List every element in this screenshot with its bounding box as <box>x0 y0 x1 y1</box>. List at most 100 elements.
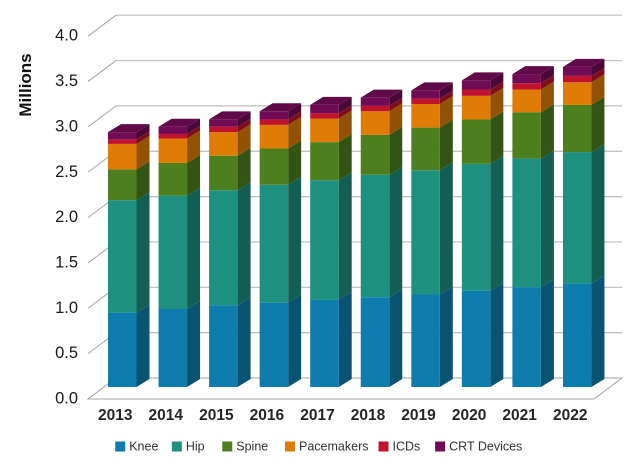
x-axis-label-2021: 2021 <box>502 407 537 424</box>
y-tick-label-3.0: 3.0 <box>55 117 78 135</box>
bar-2014-segment-knee <box>158 308 188 387</box>
bar-2020-segment-knee <box>461 290 491 387</box>
bar-2018-top-face <box>360 89 403 98</box>
x-axis-label-2016: 2016 <box>250 407 285 424</box>
bar-2016-side-crt-devices <box>288 103 302 120</box>
bar-2014-segment-pacemakers <box>158 138 188 163</box>
bar-2014-segment-icds <box>158 133 188 139</box>
x-axis-label-2018: 2018 <box>351 407 386 424</box>
bar-2014-side-icds <box>187 125 201 139</box>
bar-2015-side-knee <box>237 297 251 387</box>
y-tick-connector-4.0 <box>87 14 117 37</box>
bar-2021-segment-hip <box>512 158 541 288</box>
bar-2019-segment-crt-devices <box>411 90 440 99</box>
bar-2016-segment-icds <box>259 119 289 125</box>
bar-2013-segment-pacemakers <box>108 143 137 170</box>
bar-2014 <box>158 118 201 387</box>
bar-2019-segment-hip <box>411 170 440 295</box>
bar-2019-segment-pacemakers <box>411 104 440 128</box>
bar-2017-segment-spine <box>310 142 339 181</box>
x-axis-label-2022: 2022 <box>553 407 587 424</box>
bar-2013-segment-hip <box>108 200 137 313</box>
bar-2017-segment-pacemakers <box>310 118 339 143</box>
bar-2019-side-crt-devices <box>439 82 453 99</box>
y-axis-title: Millions <box>16 53 35 116</box>
bar-2015-segment-hip <box>209 190 238 306</box>
bar-2021-segment-crt-devices <box>512 74 541 84</box>
bar-2019-side-hip <box>439 162 453 295</box>
bar-2017-segment-hip <box>310 180 339 300</box>
bar-2020-side-knee <box>490 282 504 387</box>
bar-2021-side-spine <box>540 104 554 159</box>
bar-2020-side-crt-devices <box>490 72 504 90</box>
bar-2019-side-icds <box>439 90 453 105</box>
bar-2016-side-pacemakers <box>288 116 302 149</box>
y-tick-label-0.5: 0.5 <box>55 344 78 362</box>
bar-2013-side-icds <box>136 131 150 144</box>
bar-2015-side-crt-devices <box>237 111 251 127</box>
bar-2018-side-hip <box>389 166 403 298</box>
bar-2018-segment-spine <box>360 134 390 175</box>
bar-2021 <box>512 66 554 387</box>
bar-2013-side-hip <box>136 192 150 313</box>
bar-2015-side-icds <box>237 118 251 133</box>
bar-2013-segment-spine <box>108 169 137 201</box>
x-axis-label-2019: 2019 <box>401 407 436 424</box>
bar-2019-top-face <box>411 82 453 91</box>
bar-2014-segment-crt-devices <box>158 126 188 134</box>
legend-label-icds: ICDs <box>393 440 421 454</box>
bar-2020-top-face <box>461 72 504 81</box>
y-tick-label-3.5: 3.5 <box>55 72 78 90</box>
bar-2014-side-spine <box>187 154 201 196</box>
bar-2022-side-hip <box>591 144 605 284</box>
bar-2015-top-face <box>209 111 251 120</box>
bar-2015-segment-spine <box>209 155 238 191</box>
bar-2013-top-face <box>108 124 150 133</box>
bar-2018-segment-pacemakers <box>360 111 390 135</box>
bar-2017-side-spine <box>338 134 352 181</box>
bar-2018 <box>360 89 403 387</box>
bar-2019 <box>411 82 453 387</box>
legend-swatch-icds <box>378 441 389 452</box>
y-tick-label-1.5: 1.5 <box>55 253 78 271</box>
bar-2014-segment-hip <box>158 195 188 309</box>
bar-2013-side-pacemakers <box>136 135 150 170</box>
bar-2020-side-icds <box>490 81 504 96</box>
legend-label-pacemakers: Pacemakers <box>299 440 368 454</box>
bar-2017-side-hip <box>338 172 352 300</box>
bar-2013-side-spine <box>136 161 150 201</box>
y-tick-label-2.0: 2.0 <box>55 208 78 226</box>
bar-2019-segment-knee <box>411 294 440 387</box>
bar-2018-side-spine <box>389 126 403 175</box>
bar-2018-side-icds <box>389 97 403 112</box>
bar-2016-segment-knee <box>259 302 289 387</box>
x-axis-label-2015: 2015 <box>199 407 234 424</box>
bar-2020-segment-hip <box>461 163 491 291</box>
bar-2016-side-spine <box>288 140 302 185</box>
bar-2015-segment-knee <box>209 305 238 387</box>
bar-2020-side-hip <box>490 155 504 291</box>
bar-2022-side-pacemakers <box>591 74 605 105</box>
bar-2015-side-pacemakers <box>237 124 251 156</box>
x-axis-label-2013: 2013 <box>98 407 133 424</box>
bar-2013-segment-icds <box>108 139 137 144</box>
legend-label-crt-devices: CRT Devices <box>449 440 522 454</box>
legend: Knee Hip Spine Pacemakers ICDs CRT Devices <box>115 440 522 454</box>
bar-2018-segment-knee <box>360 297 390 387</box>
bar-2022-side-icds <box>591 67 605 83</box>
y-tick-label-1.0: 1.0 <box>55 299 78 317</box>
bar-2021-side-hip <box>540 150 554 288</box>
bar-2017-side-knee <box>338 291 352 387</box>
legend-swatch-knee <box>115 441 126 452</box>
bar-2017-segment-crt-devices <box>310 104 339 114</box>
bar-2021-top-face <box>512 66 554 75</box>
bar-2014-side-pacemakers <box>187 130 201 163</box>
bar-2022-segment-spine <box>562 104 592 153</box>
bar-2021-segment-icds <box>512 83 541 90</box>
bar-2016-top-face <box>259 103 302 112</box>
bar-2016-segment-pacemakers <box>259 124 289 149</box>
bar-2013-side-crt-devices <box>136 124 150 140</box>
bar-2013 <box>108 124 150 387</box>
